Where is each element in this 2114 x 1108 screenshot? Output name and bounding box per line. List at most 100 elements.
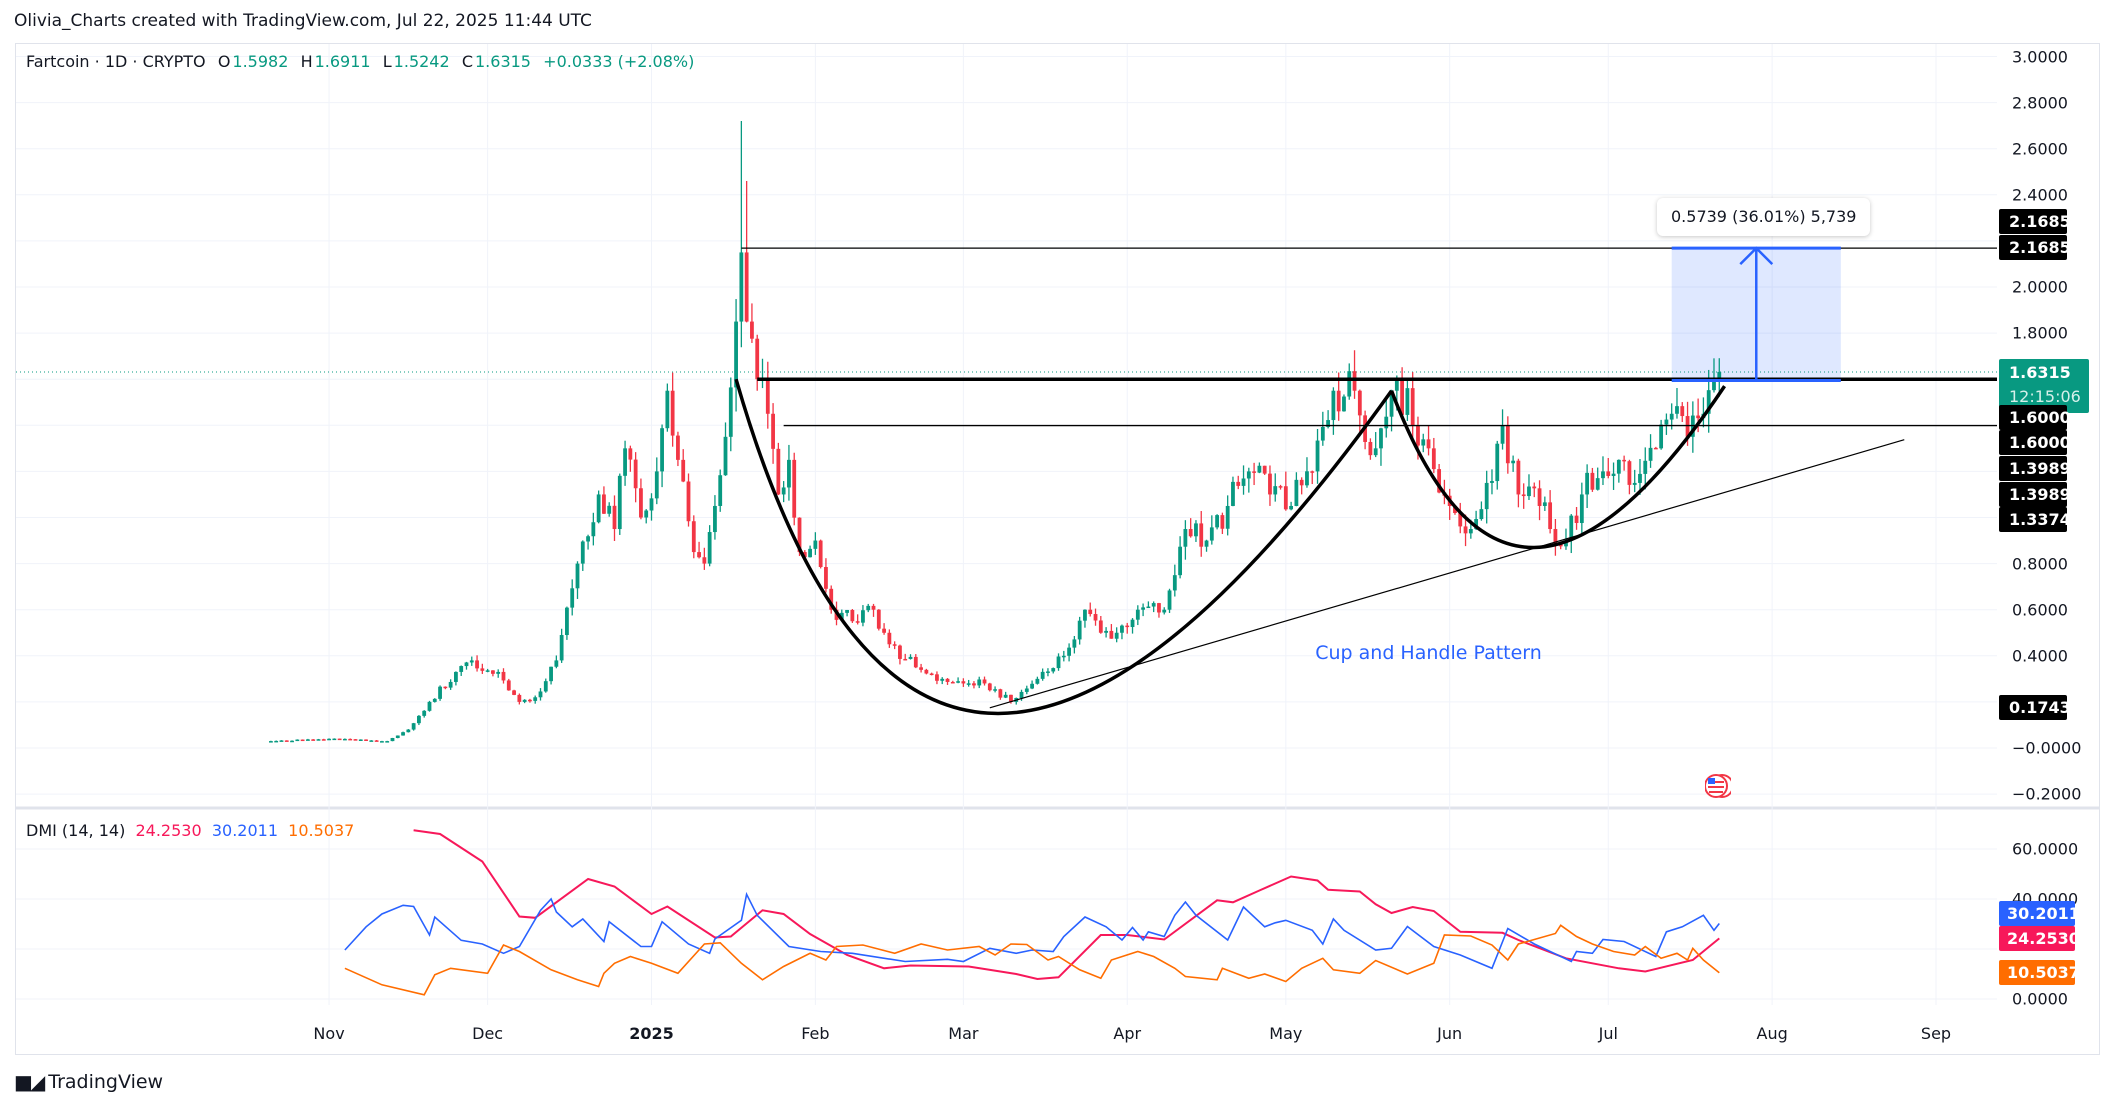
candle-body [1579,494,1584,524]
candle-body [1046,671,1050,673]
chart-frame [15,43,2100,1055]
time-axis-label: Dec [472,1024,504,1043]
candle-body [411,723,416,730]
candle-body [1516,460,1521,495]
candle-body [713,505,717,533]
candle-body [485,670,490,672]
candle-body [1320,426,1325,441]
candle-body [1453,505,1457,514]
symbol-name[interactable]: Fartcoin · 1D · CRYPTO [26,52,206,71]
candle-body [380,741,384,743]
candle-body [628,448,633,460]
candle-body [496,671,501,674]
candle-body [1310,471,1315,473]
candle-body [1225,505,1230,529]
measure-arrow-icon [1739,246,1774,266]
candle-body [765,379,770,414]
candle-body [892,644,897,646]
measure-label[interactable]: 0.5739 (36.01%) 5,739 [1657,198,1871,236]
price-tick: 0.6000 [2012,600,2068,620]
candle-body [1040,671,1045,679]
candle-body [432,698,437,702]
price-tag-level: 1.3989 [1999,482,2071,507]
candle-body [586,536,590,542]
candle-body [596,494,601,523]
candle-body [739,252,744,322]
candle-body [607,505,612,514]
candle-body [1659,424,1664,449]
candle-body [1410,388,1415,426]
candle-body [702,557,707,564]
candle-body [728,387,733,437]
candle-body [1289,505,1294,510]
price-tag-target: 2.1685 [1999,209,2071,234]
candle-body [1394,379,1399,391]
candle-body [649,498,654,511]
candle-body [1188,529,1193,537]
candle-body [993,689,997,691]
candle-body [1368,441,1373,456]
tradingview-logo[interactable]: ■◢ TradingView [14,1070,163,1094]
candle-body [570,588,575,608]
candle-body [1268,473,1272,495]
candle-body [924,669,929,674]
candle-body [750,321,754,339]
candle-body [1463,526,1468,534]
dmi-tick: 0.0000 [2012,989,2068,1009]
candle-body [1104,630,1108,633]
price-tag-level: 1.6000 [1999,430,2071,455]
candle-body [644,510,649,518]
candle-body [327,738,331,741]
candle-body [1468,529,1473,534]
candle-body [1199,523,1204,547]
candle-body [1532,486,1537,489]
dmi-minus-di-value: 10.5037 [288,821,355,840]
candle-body [1167,590,1172,610]
price-tick: 0.4000 [2012,646,2068,666]
candle-body [956,681,960,683]
candle-body [903,658,908,661]
price-tick: 2.8000 [2012,93,2068,113]
candle-body [517,694,522,702]
candle-body [591,522,596,537]
candle-body [343,738,347,741]
dmi-tag-plus-di: 30.2011 [1999,901,2080,926]
candle-body [358,739,363,741]
price-tick: 3.0000 [2012,47,2068,67]
candle-body [1553,529,1558,545]
candle-body [1537,488,1542,506]
candle-body [1405,388,1410,415]
price-tag-trendline-start: 0.1743 [1999,695,2071,720]
pattern-label[interactable]: Cup and Handle Pattern [1315,642,1542,665]
candle-body [707,532,712,564]
candle-body [1019,691,1024,699]
candle-body [1257,465,1262,473]
dmi-name[interactable]: DMI (14, 14) [26,821,126,840]
candle-body [660,428,664,472]
logo-text: TradingView [48,1071,164,1093]
symbol-legend: Fartcoin · 1D · CRYPTO O 1.5982 H 1.6911 L… [26,52,696,71]
candle-body [686,481,691,522]
candle-body [908,656,913,659]
annotations-front [734,246,1997,716]
us-flag-event-icon[interactable] [1705,773,1731,799]
candle-body [850,609,855,622]
candle-body [829,588,834,610]
candle-body [866,605,871,611]
candle-body [945,678,950,682]
candle-body [1035,678,1040,684]
candle-body [1146,606,1151,609]
candle-body [691,521,696,553]
time-axis-label: Aug [1756,1024,1788,1043]
attribution: Olivia_Charts created with TradingView.c… [14,11,592,31]
candle-body [1495,443,1500,482]
candle-body [369,740,374,742]
candle-body [1379,428,1383,449]
candle-body [1521,494,1526,497]
candle-body [538,691,543,698]
candle-body [972,683,976,686]
grid [16,44,1997,1005]
candle-body [1125,625,1130,628]
price-tag-level: 1.3989 [1999,456,2071,481]
